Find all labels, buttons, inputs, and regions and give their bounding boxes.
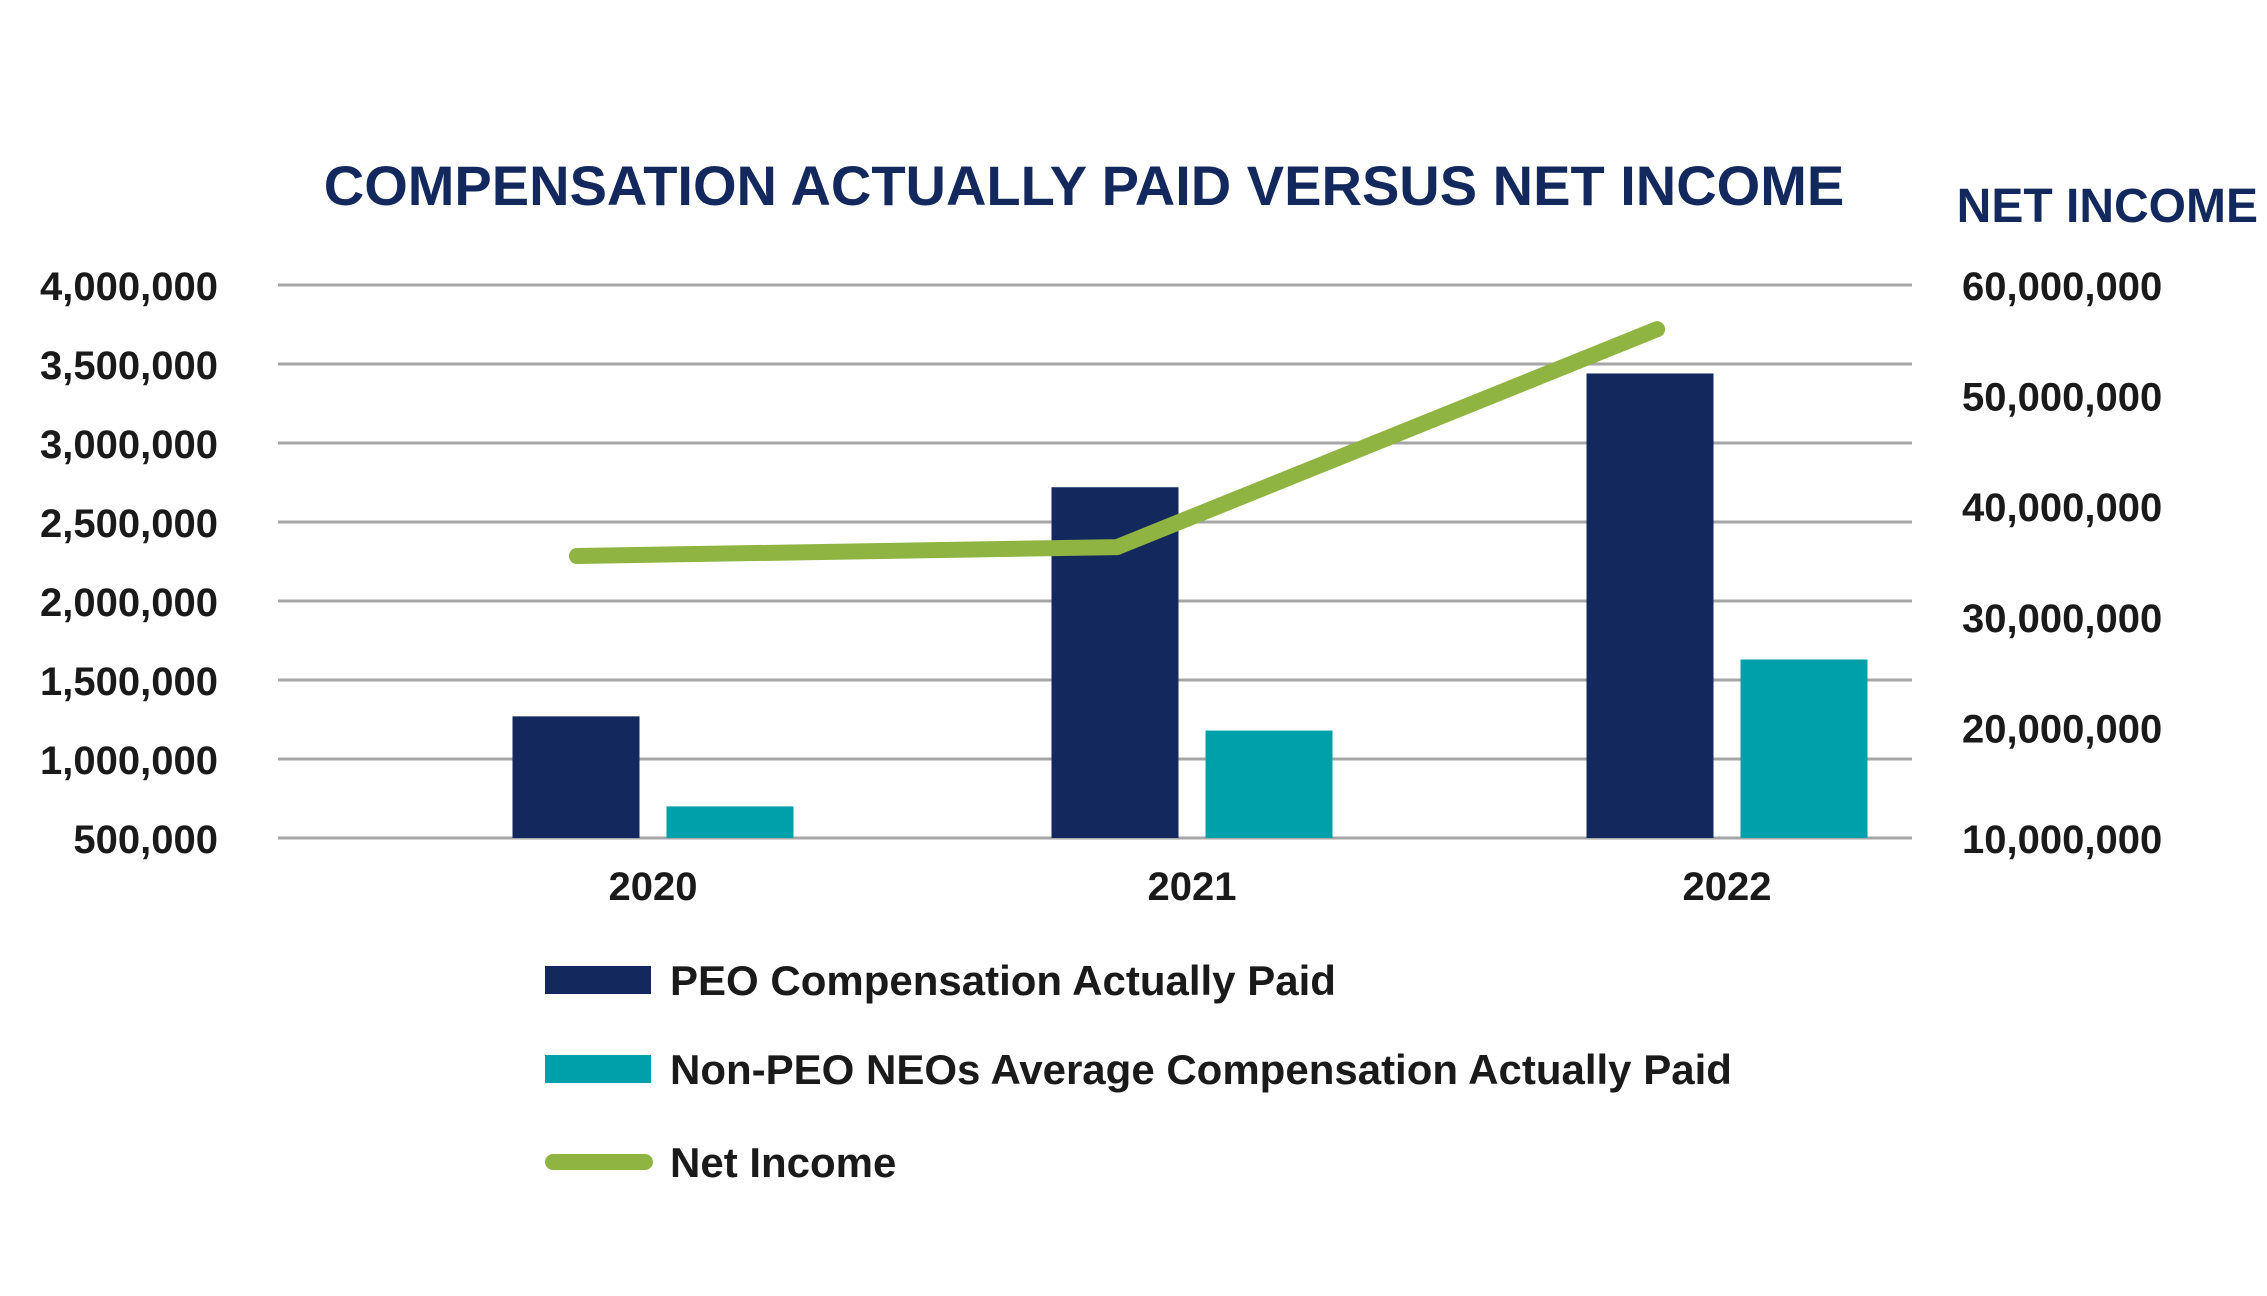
- net-income-point: [1109, 539, 1125, 556]
- y-tick-label: 2,500,000: [40, 502, 218, 546]
- legend-swatch: [545, 966, 651, 994]
- non-peo-bar: [1740, 659, 1868, 838]
- x-tick-label: 2020: [609, 865, 698, 909]
- y-tick-label: 1,000,000: [40, 739, 218, 783]
- x-tick-label: 2021: [1148, 865, 1237, 909]
- non-peo-bar: [1205, 730, 1333, 838]
- y-axis-ticks: 500,000 1,000,000 1,500,000 2,000,000 2,500,…: [40, 265, 218, 862]
- net-income-point: [1649, 321, 1665, 338]
- y2-tick-label: 20,000,000: [1962, 707, 2162, 751]
- y2-tick-label: 50,000,000: [1962, 376, 2162, 420]
- chart-title: COMPENSATION ACTUALLY PAID VERSUS NET IN…: [324, 154, 1844, 217]
- y2-tick-label: 10,000,000: [1962, 818, 2162, 862]
- y2-axis-title: NET INCOME: [1957, 180, 2258, 233]
- net-income-line: [569, 321, 1665, 564]
- y-tick-label: 3,000,000: [40, 423, 218, 467]
- y-tick-label: 4,000,000: [40, 265, 218, 309]
- legend-swatch: [545, 1055, 651, 1083]
- x-axis-ticks: 2020 2021 2022: [609, 865, 1772, 909]
- y-tick-label: 1,500,000: [40, 660, 218, 704]
- y-tick-label: 500,000: [73, 818, 218, 862]
- peo-bar: [1586, 373, 1714, 838]
- y2-tick-label: 40,000,000: [1962, 486, 2162, 530]
- y-tick-label: 3,500,000: [40, 344, 218, 388]
- y2-tick-label: 60,000,000: [1962, 265, 2162, 309]
- x-tick-label: 2022: [1683, 865, 1772, 909]
- peo-bar: [512, 716, 640, 838]
- y2-tick-label: 30,000,000: [1962, 597, 2162, 641]
- net-income-point: [569, 547, 585, 564]
- legend: PEO Compensation Actually Paid Non-PEO NE…: [545, 957, 1732, 1186]
- y-tick-label: 2,000,000: [40, 581, 218, 625]
- legend-label: Non-PEO NEOs Average Compensation Actual…: [670, 1046, 1732, 1093]
- y2-axis-ticks: 10,000,000 20,000,000 30,000,000 40,000,000…: [1962, 265, 2162, 862]
- legend-label: PEO Compensation Actually Paid: [670, 957, 1336, 1004]
- non-peo-bar: [666, 806, 794, 838]
- legend-label: Net Income: [670, 1139, 896, 1186]
